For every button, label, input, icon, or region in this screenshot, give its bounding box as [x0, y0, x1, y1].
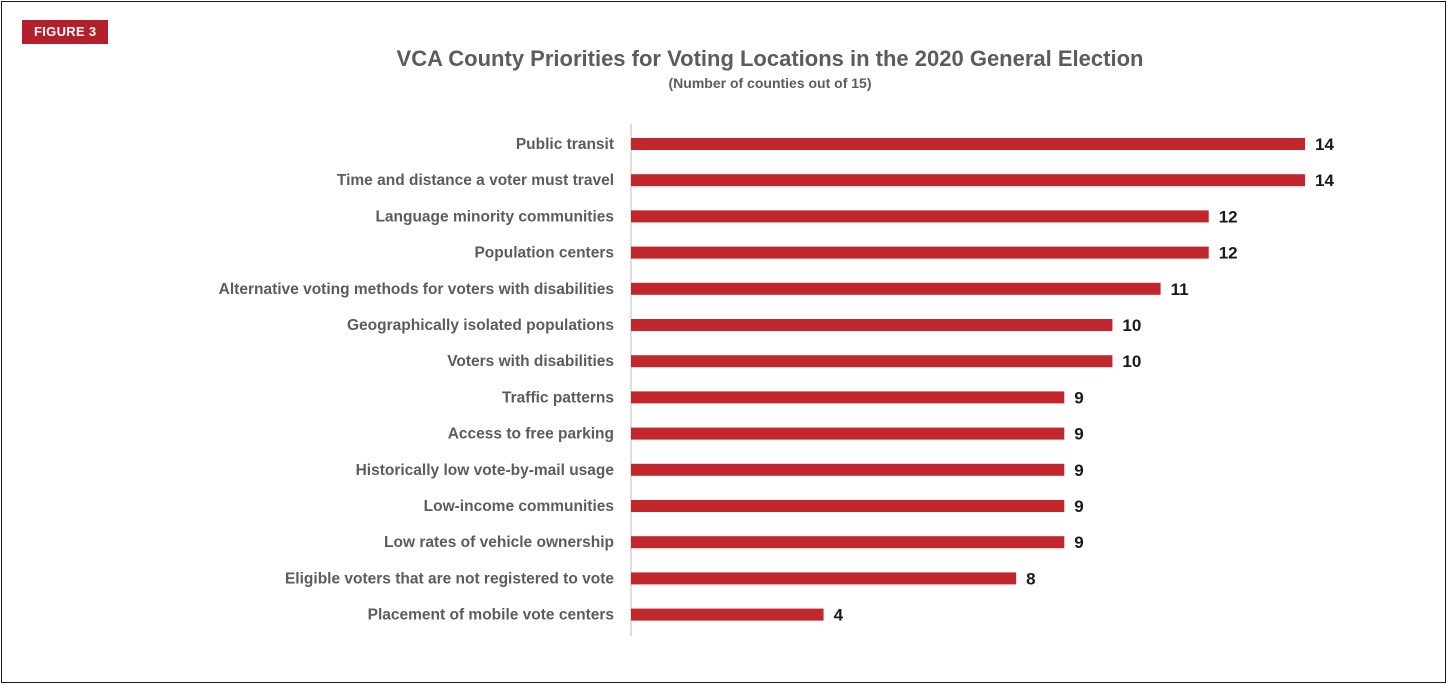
bar	[631, 210, 1209, 223]
bar	[631, 246, 1209, 259]
data-label: 12	[1219, 244, 1238, 263]
figure-label-badge: FIGURE 3	[22, 20, 109, 44]
category-label: Time and distance a voter must travel	[337, 172, 614, 189]
bar	[631, 138, 1305, 150]
category-label: Public transit	[516, 136, 614, 153]
data-label: 9	[1074, 388, 1083, 407]
data-label: 9	[1074, 497, 1083, 516]
data-label: 10	[1122, 352, 1141, 371]
chart-subtitle: (Number of counties out of 15)	[668, 75, 872, 91]
data-label: 14	[1315, 171, 1334, 190]
category-label: Historically low vote-by-mail usage	[356, 462, 615, 479]
data-label: 8	[1026, 569, 1035, 588]
category-label: Eligible voters that are not registered …	[285, 570, 614, 587]
bar	[631, 427, 1065, 440]
bar	[631, 391, 1065, 404]
bar	[631, 500, 1065, 512]
bar	[631, 174, 1305, 187]
category-label: Low rates of vehicle ownership	[384, 534, 614, 551]
bar	[631, 536, 1065, 549]
bar	[631, 572, 1017, 585]
category-label: Geographically isolated populations	[347, 317, 614, 334]
data-label: 11	[1171, 280, 1189, 299]
bar	[631, 463, 1065, 476]
category-label: Alternative voting methods for voters wi…	[219, 281, 614, 298]
data-label: 9	[1074, 533, 1083, 552]
category-label: Placement of mobile vote centers	[368, 607, 614, 624]
category-label: Language minority communities	[375, 208, 614, 225]
data-label: 9	[1074, 461, 1083, 480]
data-label: 9	[1074, 425, 1083, 444]
category-label: Traffic patterns	[502, 389, 614, 406]
chart-title: VCA County Priorities for Voting Locatio…	[396, 46, 1144, 71]
bar	[631, 282, 1161, 295]
data-label: 4	[834, 606, 844, 625]
category-label: Population centers	[474, 245, 614, 262]
category-label: Access to free parking	[448, 426, 614, 443]
data-label: 12	[1219, 207, 1238, 226]
bar	[631, 355, 1113, 368]
bar	[631, 608, 824, 621]
data-label: 14	[1315, 135, 1334, 154]
data-label: 10	[1122, 316, 1141, 335]
category-label: Low-income communities	[424, 498, 614, 515]
bar	[631, 319, 1113, 331]
category-label: Voters with disabilities	[447, 353, 614, 370]
